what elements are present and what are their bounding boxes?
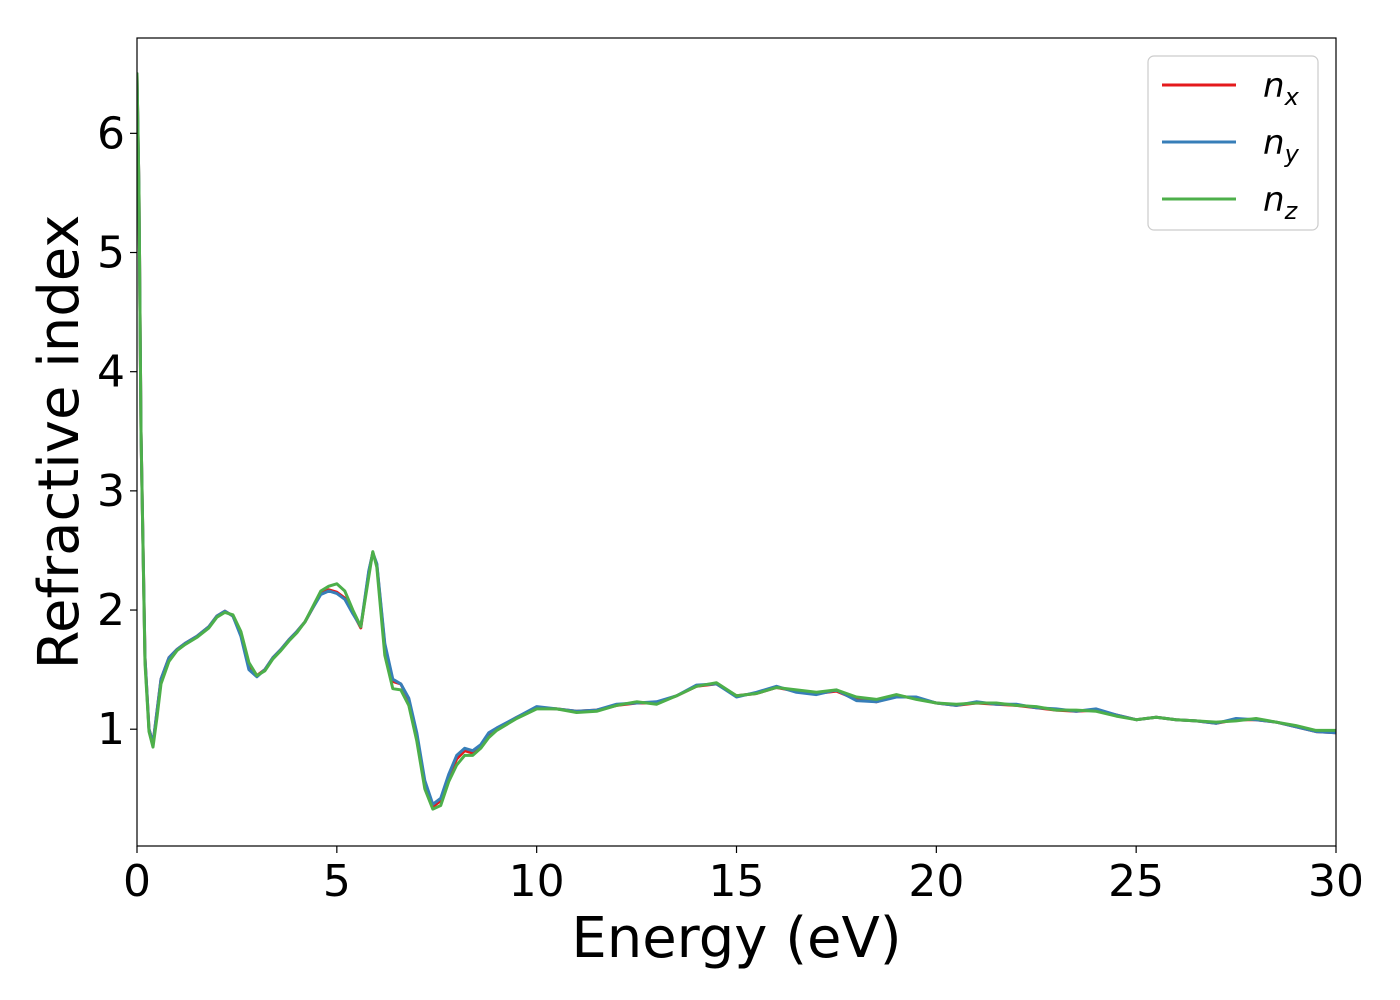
x-tick-label: 5 — [323, 856, 351, 907]
x-tick-label: 15 — [709, 856, 765, 907]
x-tick-label: 30 — [1308, 856, 1364, 907]
y-tick-label: 3 — [97, 466, 125, 517]
y-tick-label: 1 — [97, 704, 125, 755]
y-axis: 1 2 3 4 5 6 — [97, 108, 137, 755]
x-tick-label: 20 — [908, 856, 964, 907]
series-layer — [137, 72, 1336, 811]
x-tick-label: 0 — [123, 856, 151, 907]
y-tick-label: 2 — [97, 585, 125, 636]
y-tick-label: 4 — [97, 347, 125, 398]
legend: nx ny nz — [1147, 55, 1319, 231]
series-line-nz — [137, 72, 1336, 811]
legend-label-ny: ny — [1263, 123, 1300, 168]
x-axis: 0 5 10 15 20 25 30 — [123, 846, 1364, 907]
x-tick-label: 25 — [1108, 856, 1164, 907]
x-tick-label: 10 — [509, 856, 565, 907]
legend-label-nz: nz — [1263, 180, 1299, 225]
y-tick-label: 6 — [97, 108, 125, 159]
y-axis-label: Refractive index — [27, 215, 92, 670]
legend-label-nx: nx — [1263, 66, 1300, 111]
x-axis-label: Energy (eV) — [571, 906, 901, 971]
y-tick-label: 5 — [97, 228, 125, 279]
